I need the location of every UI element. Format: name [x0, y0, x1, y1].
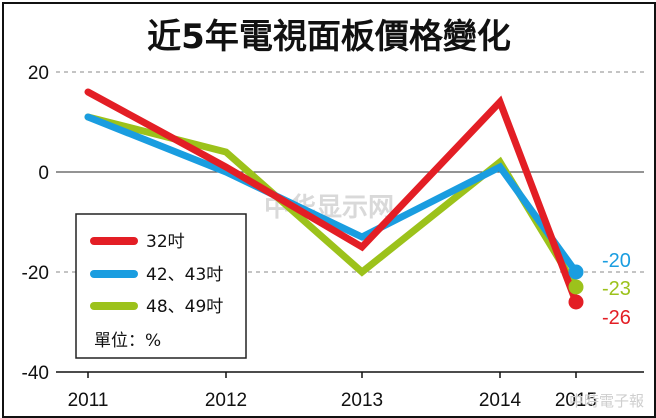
end-point-marker — [568, 294, 584, 310]
series-lines — [84, 88, 584, 310]
end-value-label: -26 — [602, 307, 631, 329]
x-tick-label: 2012 — [205, 390, 247, 411]
unit-label: 單位：% — [94, 331, 161, 351]
watermark-corner: 中時電子報 — [569, 392, 644, 410]
series-line — [84, 113, 580, 276]
x-tick-label: 2011 — [68, 390, 109, 411]
series-line — [84, 88, 580, 306]
end-labels: -20 -23 -26 — [602, 250, 631, 329]
line-chart: 近5年電視面板價格變化 200-20-40 2011 2012 2013 2014 20… — [22, 17, 644, 411]
end-point-marker — [568, 264, 584, 280]
legend-label: 48、49吋 — [146, 297, 223, 317]
legend-label: 32吋 — [146, 232, 185, 252]
x-tick-label: 2015 — [555, 390, 597, 411]
y-tick-label: -40 — [22, 363, 49, 384]
y-tick-label: -20 — [22, 263, 49, 284]
x-axis-ticks: 2011 2012 2013 2014 2015 — [56, 371, 644, 411]
x-tick-label: 2013 — [341, 390, 383, 411]
legend-label: 42、43吋 — [146, 265, 223, 285]
chart-title: 近5年電視面板價格變化 — [147, 17, 511, 57]
y-tick-label: 20 — [28, 63, 49, 84]
x-tick-label: 2014 — [479, 390, 522, 411]
y-tick-label: 0 — [38, 163, 49, 184]
y-axis-ticks: 20 0 -20 -40 — [22, 63, 49, 384]
end-point-marker — [568, 279, 584, 295]
end-value-label: -23 — [602, 278, 631, 300]
end-value-label: -20 — [602, 250, 631, 272]
